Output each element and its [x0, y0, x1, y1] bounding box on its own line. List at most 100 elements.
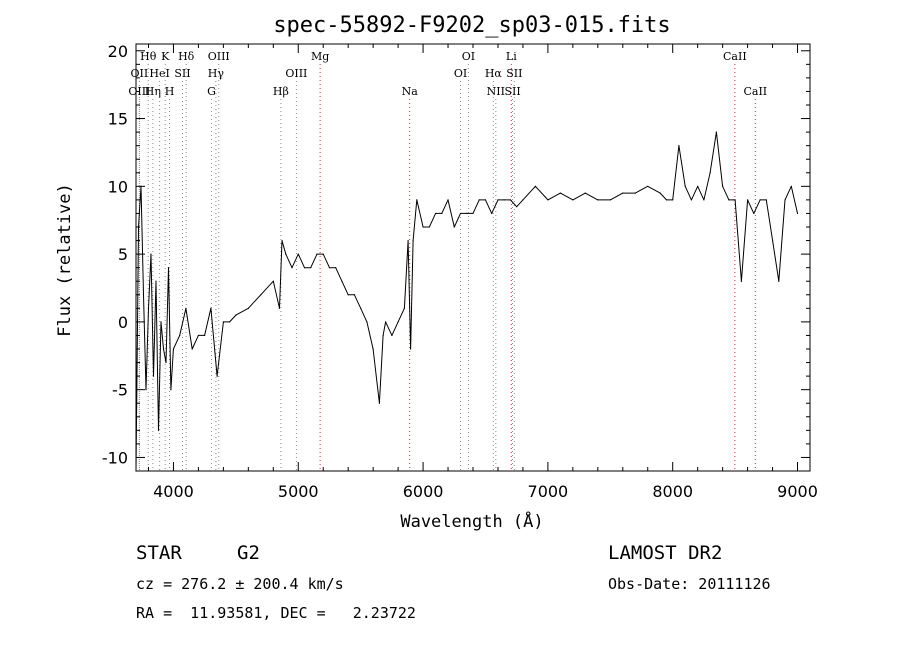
- spectrum-point: [247, 307, 249, 309]
- spectrum-point: [335, 267, 337, 269]
- spectral-line-label: HeI: [149, 67, 169, 80]
- spectrum-point: [709, 172, 711, 174]
- spectrum-point: [516, 206, 518, 208]
- spectrum-point: [672, 199, 674, 201]
- spectrum-point: [147, 307, 150, 309]
- spectral-line-label: CaII: [723, 50, 747, 63]
- spectral-line-label: Hα: [485, 67, 503, 80]
- spectrum-point: [678, 145, 680, 147]
- spectrum-point: [428, 226, 430, 228]
- spectrum-point: [715, 131, 717, 133]
- spectral-line-label: OI: [462, 50, 475, 63]
- spectral-line-label: Hδ: [178, 50, 195, 63]
- spectrum-point: [155, 280, 157, 282]
- spectrum-point: [328, 267, 331, 269]
- spectrum-point: [697, 185, 699, 187]
- spectrum-point: [372, 348, 374, 350]
- spectrum-point: [204, 334, 206, 337]
- y-tick-label: 10: [108, 177, 128, 196]
- spectrum-point: [728, 199, 730, 201]
- spectrum-point: [478, 199, 480, 201]
- object-class: STAR: [136, 542, 182, 564]
- spectrum-point: [341, 280, 343, 282]
- spectrum-point: [222, 321, 224, 323]
- spectrum-point: [472, 212, 474, 215]
- spectral-line-label: Mg: [311, 50, 329, 63]
- spectrum-point: [746, 199, 749, 201]
- spectrum-point: [360, 307, 362, 309]
- spectrum-point: [322, 253, 324, 255]
- spectrum-point: [509, 199, 512, 201]
- spectrum-point: [765, 199, 767, 201]
- spectrum-point: [167, 267, 170, 269]
- y-tick-label: 15: [108, 110, 128, 129]
- y-tick-label: 20: [108, 42, 128, 61]
- spectrum-point: [491, 212, 493, 215]
- spectral-line-label: H: [165, 85, 175, 98]
- spectrum-point: [409, 348, 412, 350]
- spectrum-point: [497, 199, 499, 201]
- spectrum-point: [447, 199, 449, 201]
- spectrum-point: [609, 199, 611, 201]
- x-tick-label: 7000: [528, 482, 569, 501]
- object-subclass: G2: [237, 542, 260, 564]
- spectrum-point: [191, 348, 193, 350]
- spectrum-point: [559, 192, 561, 194]
- spectrum-point: [285, 253, 287, 255]
- spectral-line-label: NII: [487, 85, 505, 98]
- y-tick-label: -10: [102, 448, 128, 467]
- spectral-line-label: OIII: [208, 50, 230, 63]
- spectrum-point: [503, 199, 505, 201]
- spectrum-point: [690, 199, 693, 201]
- spectrum-point: [170, 389, 172, 391]
- spectrum-point: [145, 389, 147, 391]
- spectrum-point: [197, 334, 200, 337]
- spectrum-point: [634, 192, 636, 194]
- spectral-line-label: OI: [454, 67, 467, 80]
- spectrum-point: [753, 212, 755, 215]
- spectrum-point: [703, 199, 705, 201]
- spectrum-point: [210, 307, 212, 309]
- spectrum-point: [179, 334, 181, 337]
- spectrum-point: [281, 239, 283, 242]
- spectral-line-label: Hθ: [140, 50, 157, 63]
- spectrum-point: [162, 348, 165, 350]
- spectrum-point: [684, 185, 686, 187]
- spectrum-point: [572, 199, 574, 201]
- observation-date: Obs-Date: 20111126: [608, 575, 771, 593]
- spectral-line-label: SII: [174, 67, 190, 80]
- spectrum-series: [135, 131, 799, 472]
- spectrum-point: [407, 239, 409, 242]
- spectral-line-label: Hγ: [208, 67, 225, 80]
- y-axis-label: Flux (relative): [55, 183, 75, 337]
- spectrum-line: [135, 131, 798, 472]
- spectral-line-label: K: [161, 50, 170, 63]
- spectrum-point: [157, 429, 160, 431]
- x-tick-label: 5000: [278, 482, 319, 501]
- axis-ticks: 4000 5000 6000 7000 8000 9000 -10 -5 0 5 10 15 20: [102, 42, 818, 501]
- spectrum-point: [740, 280, 742, 282]
- spectrum-point: [622, 192, 624, 194]
- spectrum-point: [453, 226, 455, 228]
- spectrum-point: [152, 375, 155, 377]
- spectrum-point: [422, 226, 424, 228]
- redshift-value: cz = 276.2 ± 200.4 km/s: [136, 575, 344, 593]
- spectrum-point: [235, 314, 237, 316]
- x-axis-label: Wavelength (Å): [400, 510, 543, 532]
- spectrum-point: [771, 239, 774, 242]
- spectrum-point: [391, 334, 393, 337]
- spectrum-point: [272, 280, 274, 282]
- spectrum-point: [382, 334, 384, 337]
- spectral-line-label: SII: [506, 67, 522, 80]
- spectral-line-label: Hβ: [273, 85, 289, 98]
- spectrum-point: [484, 199, 487, 201]
- x-tick-label: 8000: [652, 482, 693, 501]
- spectrum-point: [790, 185, 792, 187]
- spectrum-point: [778, 280, 780, 282]
- spectrum-point: [659, 192, 661, 194]
- spectrum-point: [316, 253, 318, 255]
- spectrum-point: [303, 267, 306, 269]
- spectrum-point: [416, 199, 418, 201]
